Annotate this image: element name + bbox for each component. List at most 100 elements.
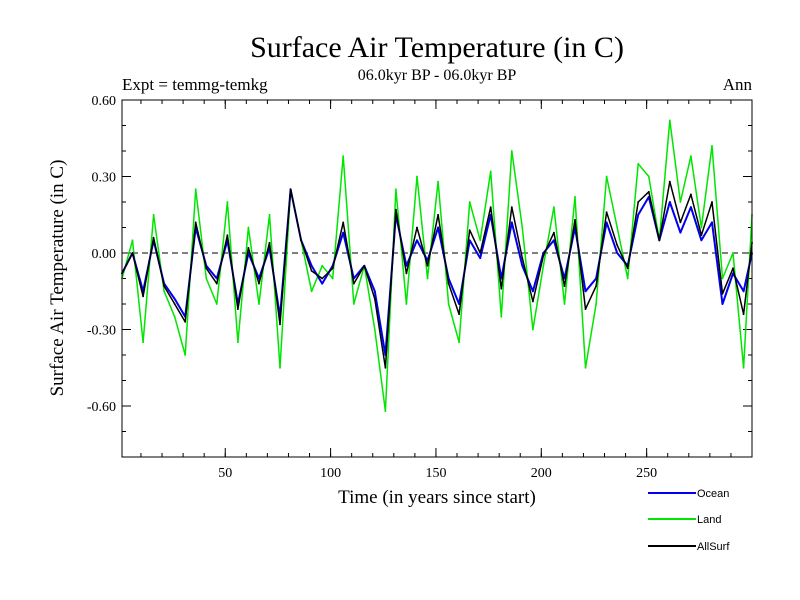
x-tick-label: 250: [636, 466, 657, 481]
data-point-ocean: [310, 264, 313, 267]
data-point-ocean: [373, 290, 376, 293]
data-point-land: [352, 303, 355, 305]
data-point-allsurf: [553, 231, 555, 234]
data-point-land: [405, 303, 408, 305]
data-point-allsurf: [184, 321, 187, 323]
data-point-land: [574, 196, 576, 198]
data-point-land: [468, 201, 471, 203]
x-tick-label: 50: [218, 466, 232, 481]
data-point-allsurf: [205, 267, 208, 270]
y-axis-label: Surface Air Temperature (in C): [47, 160, 68, 397]
data-point-land: [711, 145, 713, 147]
data-point-allsurf: [584, 308, 587, 310]
data-point-land: [510, 150, 513, 152]
data-point-land: [268, 213, 271, 216]
data-point-allsurf: [395, 208, 397, 211]
data-point-land: [626, 277, 629, 280]
data-point-allsurf: [152, 236, 155, 239]
data-point-ocean: [690, 206, 692, 209]
data-point-ocean: [416, 239, 418, 242]
data-point-land: [426, 277, 429, 280]
data-point-ocean: [437, 226, 439, 229]
data-point-land: [616, 226, 619, 229]
data-point-allsurf: [574, 219, 576, 221]
data-point-allsurf: [384, 366, 387, 369]
chart-subtitle: 06.0kyr BP - 06.0kyr BP: [358, 67, 517, 84]
data-point-allsurf: [732, 267, 734, 270]
data-point-land: [226, 201, 229, 203]
data-point-allsurf: [637, 201, 640, 203]
data-point-allsurf: [363, 264, 366, 267]
data-point-allsurf: [342, 221, 345, 224]
data-point-land: [584, 366, 587, 369]
data-point-land: [142, 341, 145, 344]
data-point-land: [458, 341, 460, 344]
data-point-land: [553, 206, 555, 209]
data-point-ocean: [668, 201, 671, 203]
data-point-ocean: [468, 239, 471, 242]
data-point-allsurf: [237, 308, 239, 310]
data-point-land: [342, 155, 345, 158]
data-point-land: [542, 264, 545, 267]
data-point-land: [310, 290, 313, 293]
data-point-land: [258, 303, 260, 305]
y-tick-label: 0.30: [92, 171, 117, 186]
data-point-allsurf: [532, 300, 534, 303]
data-point-allsurf: [679, 221, 682, 224]
data-point-allsurf: [595, 285, 597, 287]
data-point-allsurf: [173, 303, 176, 305]
data-point-ocean: [500, 277, 503, 280]
data-point-allsurf: [489, 206, 492, 209]
data-point-allsurf: [258, 282, 260, 285]
data-point-land: [279, 366, 281, 369]
data-point-allsurf: [658, 239, 661, 242]
data-point-allsurf: [437, 213, 439, 216]
data-point-allsurf: [131, 252, 134, 254]
data-point-land: [215, 303, 218, 305]
data-point-allsurf: [226, 234, 229, 237]
data-point-land: [732, 252, 734, 254]
data-point-land: [647, 175, 650, 178]
legend-label-land: Land: [697, 514, 721, 526]
data-point-land: [173, 315, 176, 318]
data-point-allsurf: [700, 234, 703, 237]
data-point-land: [331, 277, 334, 280]
data-point-allsurf: [373, 298, 376, 300]
data-point-land: [321, 264, 324, 267]
data-point-land: [605, 175, 608, 178]
data-point-allsurf: [563, 285, 566, 287]
data-point-allsurf: [247, 247, 250, 249]
data-point-allsurf: [542, 254, 545, 257]
x-tick-label: 150: [425, 466, 446, 481]
data-point-land: [721, 277, 724, 280]
data-point-land: [563, 303, 566, 305]
data-point-land: [205, 277, 208, 280]
data-point-land: [237, 341, 239, 344]
data-point-allsurf: [605, 211, 608, 214]
data-point-ocean: [742, 290, 745, 293]
data-point-ocean: [173, 298, 176, 300]
data-point-land: [163, 290, 166, 293]
data-point-allsurf: [279, 323, 281, 326]
data-point-ocean: [616, 252, 619, 254]
data-point-land: [184, 354, 187, 356]
plot-frame: [121, 99, 753, 458]
data-point-land: [690, 155, 692, 158]
y-tick-label: -0.60: [87, 400, 116, 415]
legend-label-allsurf: AllSurf: [697, 541, 730, 553]
series-line-allsurf: [121, 180, 753, 369]
data-point-allsurf: [690, 193, 692, 196]
data-point-land: [700, 226, 703, 229]
data-point-allsurf: [310, 270, 313, 272]
data-point-land: [532, 328, 534, 331]
x-tick-label: 200: [531, 466, 552, 481]
data-point-land: [437, 180, 439, 183]
legend: Ocean Land AllSurf: [648, 488, 730, 553]
data-point-allsurf: [468, 229, 471, 232]
data-point-allsurf: [331, 267, 334, 270]
data-point-land: [373, 328, 376, 331]
series-line-ocean: [121, 188, 753, 356]
plot-area: 50 100 150 200 250 0.60 0.30 0.00 -0.30 -0.60: [87, 94, 753, 481]
data-point-ocean: [679, 231, 682, 234]
data-point-land: [194, 188, 197, 191]
